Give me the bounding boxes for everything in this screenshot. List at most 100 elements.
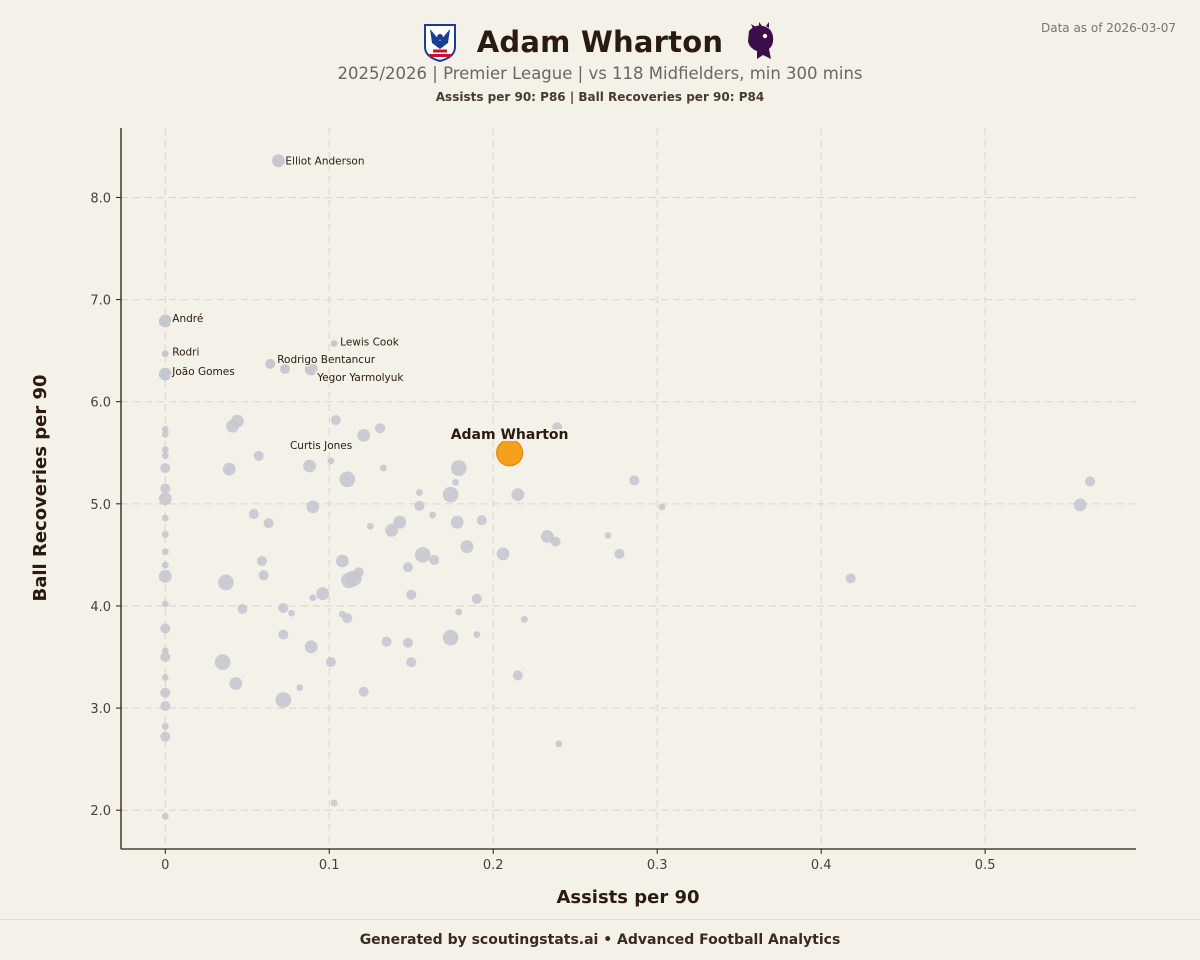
data-point: [406, 589, 417, 600]
player-label: Curtis Jones: [290, 440, 352, 452]
labeled-data-point: [265, 358, 276, 369]
data-point: [452, 478, 459, 486]
data-point: [160, 483, 171, 494]
player-labels: Elliot Anderson André Lewis Cook Rodri Rodri…: [170, 154, 571, 453]
x-tick-label: 0: [161, 858, 169, 873]
y-tick-label: 4.0: [90, 600, 111, 615]
highlight-point: [496, 439, 524, 467]
data-point: [161, 812, 169, 820]
data-point: [304, 640, 318, 654]
y-tick-label: 6.0: [90, 396, 111, 411]
data-point: [258, 570, 269, 581]
data-point: [229, 677, 243, 690]
data-point: [629, 475, 640, 486]
player-label: Elliot Anderson: [285, 156, 364, 168]
y-tick-label: 2.0: [90, 804, 111, 819]
crystal-palace-eagle-icon: [423, 24, 456, 63]
axes: [116, 128, 1136, 854]
data-point: [381, 636, 392, 647]
data-point: [161, 674, 169, 681]
data-point: [257, 556, 268, 567]
data-point: [160, 623, 171, 634]
data-point: [512, 670, 523, 681]
data-point: [158, 492, 172, 506]
labeled-data-point: [272, 154, 285, 168]
data-point: [550, 536, 561, 547]
data-point: [402, 637, 413, 648]
data-point: [1085, 476, 1096, 487]
data-point: [353, 567, 364, 578]
labeled-data-point: [158, 367, 172, 381]
data-point: [161, 531, 169, 538]
data-point: [161, 600, 169, 608]
data-point: [429, 554, 440, 565]
x-axis-title: Assists per 90: [556, 887, 699, 908]
data-point: [325, 657, 336, 668]
data-point: [160, 463, 171, 474]
data-point: [288, 609, 295, 617]
data-point: [385, 523, 398, 537]
x-tick-label: 0.4: [811, 858, 832, 873]
data-point: [1073, 498, 1087, 512]
data-point: [296, 684, 304, 692]
data-point: [214, 654, 231, 670]
data-point: [511, 488, 525, 502]
data-point: [375, 423, 386, 434]
data-point: [379, 464, 387, 472]
data-point: [658, 503, 666, 511]
data-point: [393, 515, 407, 529]
data-point: [160, 687, 171, 698]
data-point: [160, 701, 171, 712]
data-point: [358, 686, 369, 697]
data-point: [845, 573, 856, 584]
data-point: [263, 518, 274, 529]
data-point: [160, 731, 171, 742]
labeled-data-point: [304, 362, 318, 376]
data-point: [253, 450, 264, 461]
data-point: [406, 657, 417, 668]
data-point: [248, 509, 259, 520]
data-point: [460, 540, 474, 554]
data-point: [161, 723, 169, 730]
data-point: [540, 530, 554, 543]
data-point: [218, 574, 234, 591]
data-point: [316, 587, 330, 601]
data-point: [471, 593, 482, 604]
data-point: [330, 799, 338, 807]
player-label: Yegor Yarmolyuk: [316, 372, 404, 384]
data-point: [339, 471, 356, 488]
data-point: [306, 500, 320, 514]
tick-labels: 0 0.1 0.2 0.3 0.4 0.5 2.0 3.0 4.0 5.0 6.0 7.0 8.0: [90, 191, 995, 873]
data-point: [161, 452, 169, 460]
data-point: [335, 554, 349, 568]
player-label: Lewis Cook: [340, 336, 400, 348]
data-point: [327, 457, 335, 465]
data-point: [161, 514, 169, 522]
labeled-data-point: [330, 340, 338, 347]
y-tick-label: 5.0: [90, 498, 111, 513]
data-point: [161, 430, 169, 438]
data-point: [309, 594, 317, 602]
data-points: [158, 154, 1096, 820]
data-point: [278, 602, 289, 613]
labeled-data-point: [158, 314, 172, 328]
page-title: Adam Wharton: [476, 25, 724, 59]
title-row: Adam Wharton: [0, 18, 1200, 66]
data-point: [614, 548, 625, 559]
data-point: [402, 562, 413, 573]
data-point: [476, 515, 487, 526]
data-point: [222, 462, 236, 476]
data-point: [357, 428, 371, 442]
data-point: [161, 425, 169, 433]
data-point: [473, 631, 481, 638]
data-point: [237, 604, 248, 615]
y-axis-title: Ball Recoveries per 90: [30, 374, 51, 601]
data-date: Data as of 2026-03-07: [1040, 21, 1176, 35]
data-point: [455, 608, 463, 616]
x-tick-label: 0.5: [975, 858, 996, 873]
y-tick-label: 8.0: [90, 191, 111, 206]
data-point: [450, 460, 467, 476]
data-point: [496, 547, 510, 561]
labeled-data-point: [161, 350, 169, 358]
